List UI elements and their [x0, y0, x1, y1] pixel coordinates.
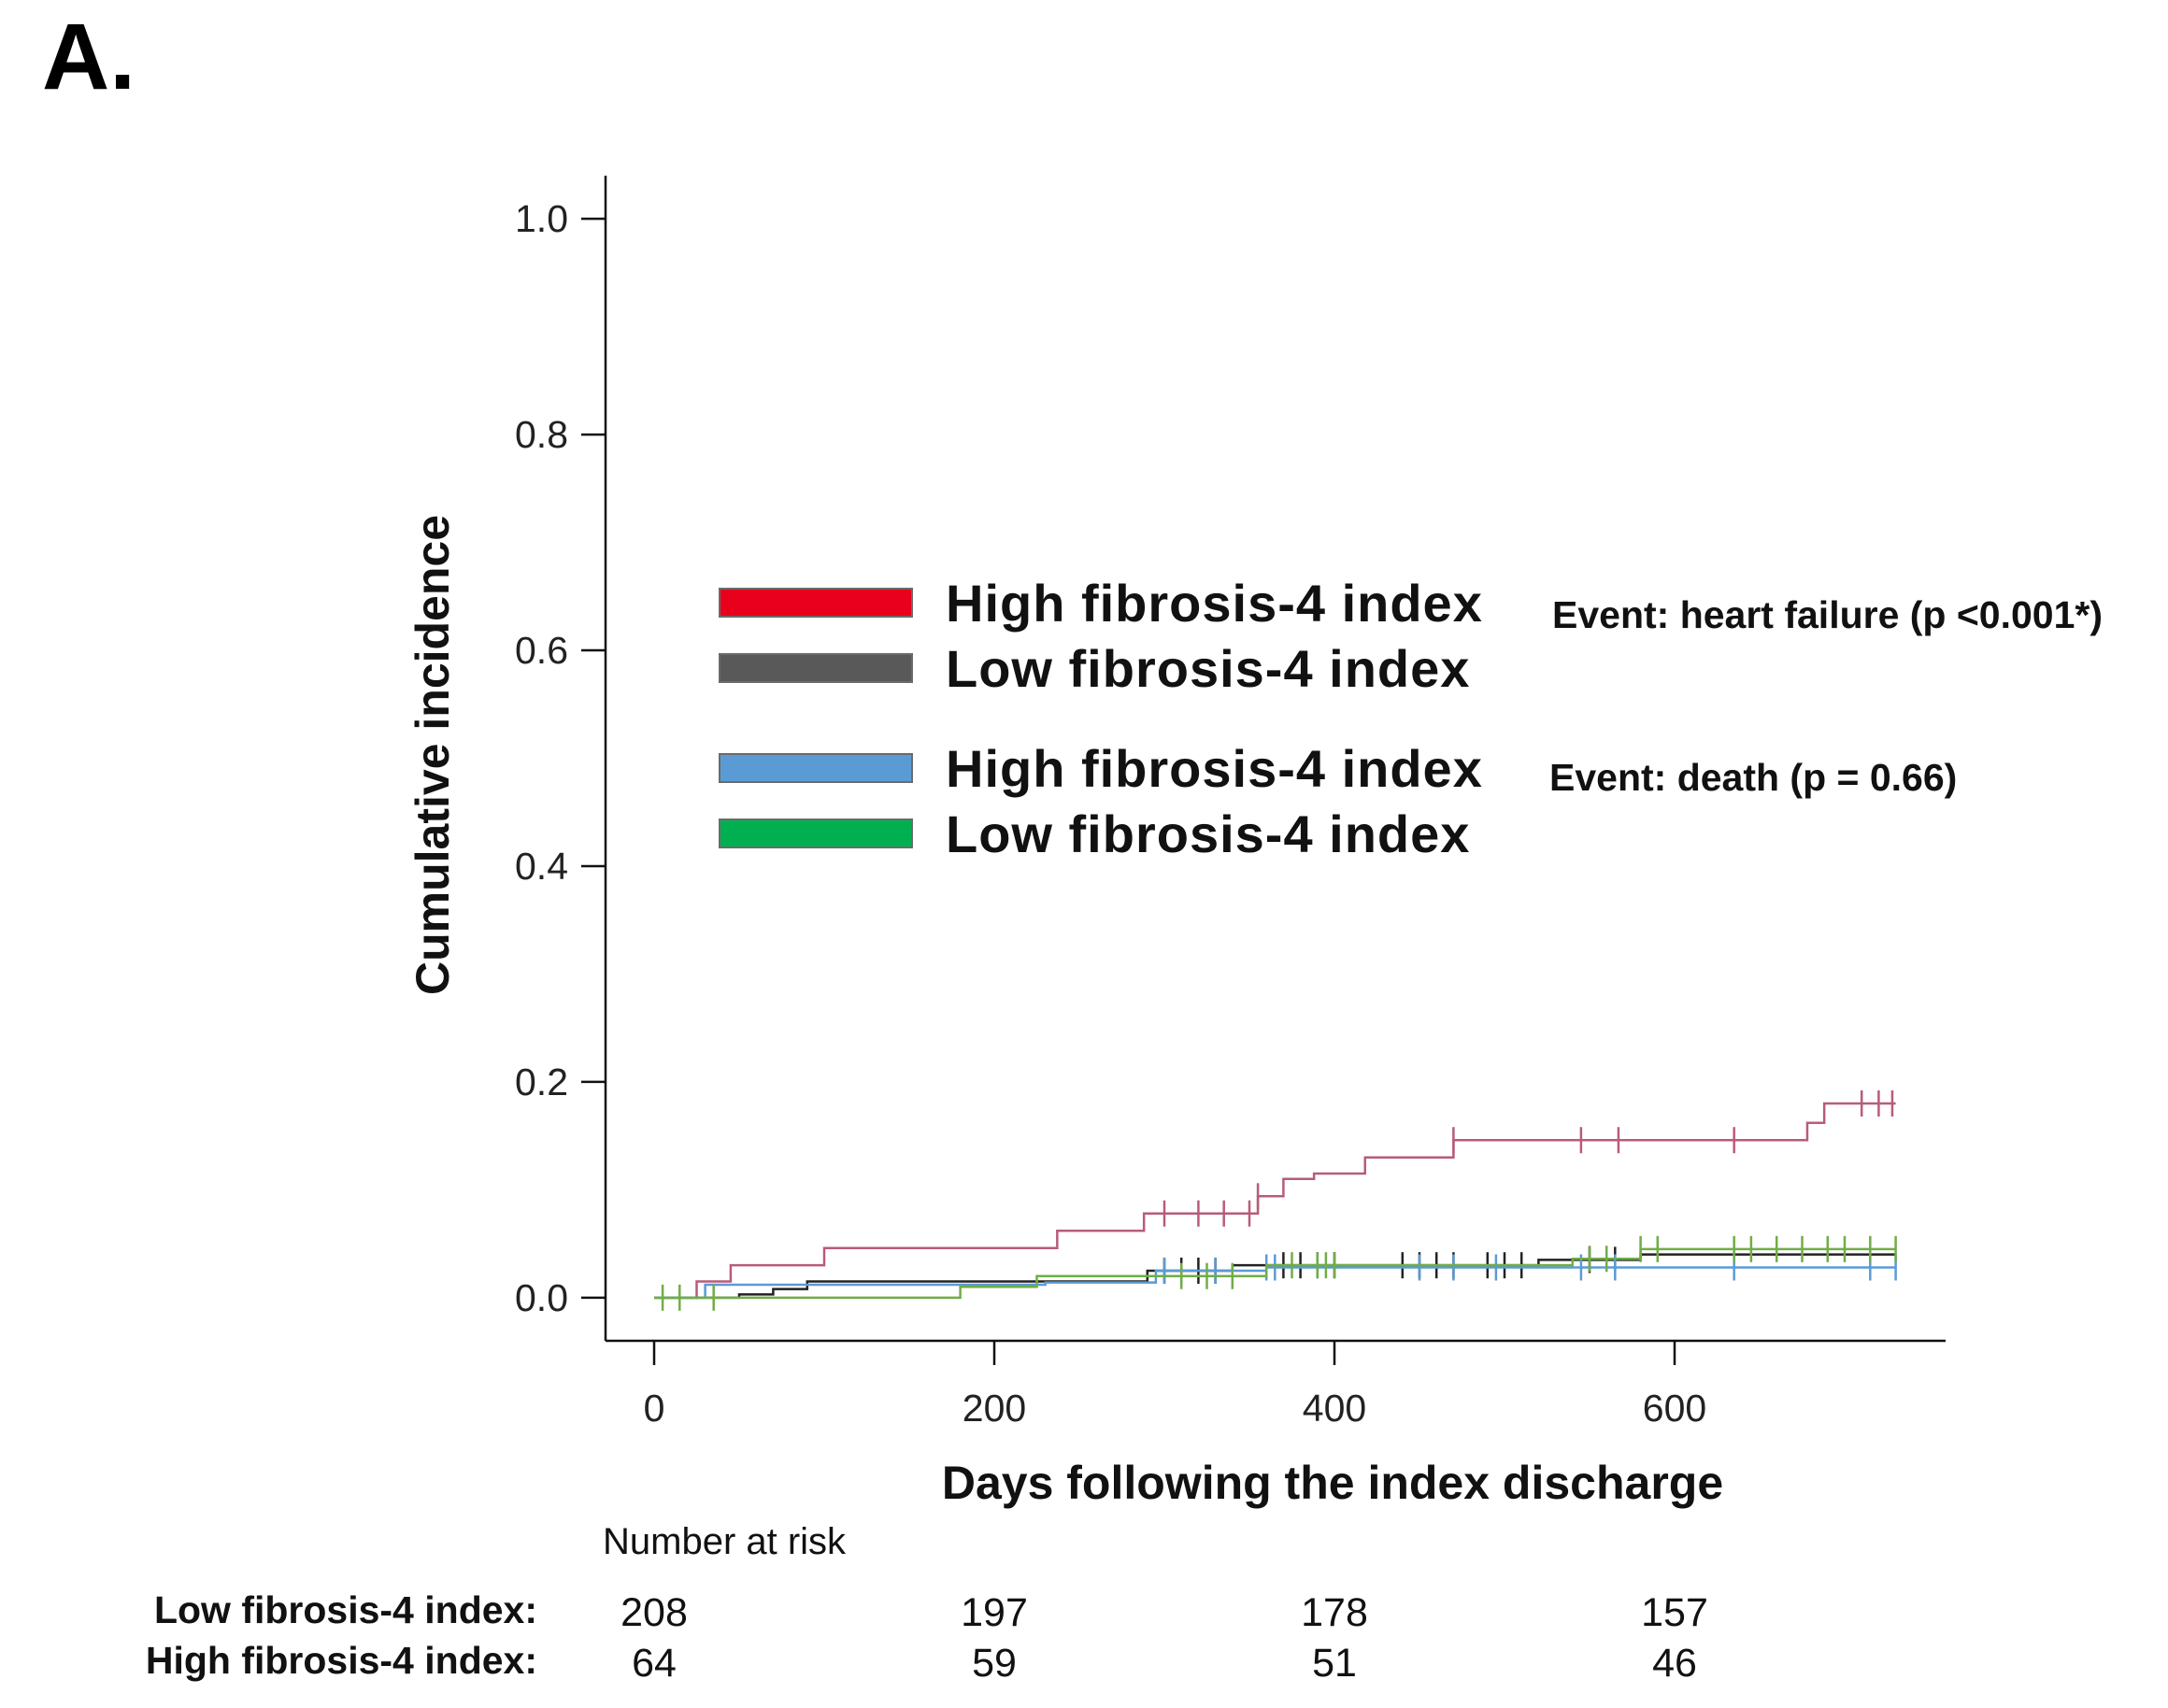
event-label: Event: heart failure (p <0.001*) [1552, 593, 2103, 636]
legend: High fibrosis-4 index Low fibrosis-4 inde… [719, 574, 2103, 863]
legend-swatch [719, 588, 913, 618]
x-tick-label: 200 [963, 1387, 1026, 1430]
x-tick-label: 0 [644, 1387, 665, 1430]
legend-swatch [719, 818, 913, 848]
event-label: Event: death (p = 0.66) [1549, 756, 1957, 799]
y-tick-label: 0.0 [515, 1276, 568, 1319]
panel-label: A. [42, 5, 136, 109]
axes [604, 176, 1946, 1343]
risk-table-title: Number at risk [603, 1521, 847, 1562]
risk-row-label: Low fibrosis-4 index: [154, 1588, 537, 1631]
risk-value: 208 [620, 1590, 688, 1635]
number-at-risk-table: Number at risk Low fibrosis-4 index: 208 19… [146, 1521, 1708, 1686]
series-line-3 [654, 1266, 1896, 1300]
y-tick-label: 0.2 [515, 1060, 568, 1103]
x-axis-title: Days following the index discharge [942, 1457, 1723, 1509]
legend-label: Low fibrosis-4 index [946, 639, 1470, 698]
legend-label: High fibrosis-4 index [946, 739, 1483, 798]
y-axis-ticks: 0.0 0.2 0.4 0.6 0.8 1.0 [515, 197, 606, 1319]
y-tick-label: 0.4 [515, 845, 568, 888]
risk-value: 59 [972, 1641, 1017, 1686]
y-axis-title: Cumulative incidence [406, 515, 459, 995]
legend-swatch [719, 653, 913, 683]
y-tick-label: 1.0 [515, 197, 568, 240]
x-tick-label: 600 [1643, 1387, 1706, 1430]
legend-label: High fibrosis-4 index [946, 574, 1483, 633]
risk-row-label: High fibrosis-4 index: [146, 1639, 537, 1682]
x-axis-ticks: 0 200 400 600 [644, 1341, 1706, 1430]
y-tick-label: 0.8 [515, 413, 568, 456]
risk-value: 51 [1312, 1641, 1357, 1686]
y-tick-label: 0.6 [515, 629, 568, 672]
legend-label: Low fibrosis-4 index [946, 804, 1470, 863]
series-group [654, 1089, 1897, 1311]
risk-value: 157 [1641, 1590, 1708, 1635]
risk-value: 46 [1652, 1641, 1697, 1686]
risk-value: 197 [961, 1590, 1028, 1635]
x-tick-label: 400 [1303, 1387, 1366, 1430]
legend-swatch [719, 753, 913, 783]
risk-value: 178 [1301, 1590, 1368, 1635]
risk-value: 64 [632, 1641, 677, 1686]
